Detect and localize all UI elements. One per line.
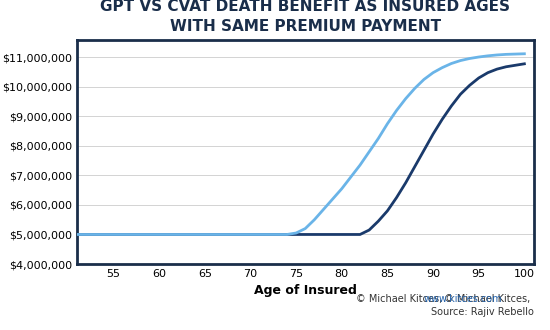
Text: Source: Rajiv Rebello: Source: Rajiv Rebello [431, 307, 534, 317]
X-axis label: Age of Insured: Age of Insured [254, 284, 357, 297]
Title: GPT VS CVAT DEATH BENEFIT AS INSURED AGES
WITH SAME PREMIUM PAYMENT: GPT VS CVAT DEATH BENEFIT AS INSURED AGE… [100, 0, 510, 34]
Text: © Michael Kitces,: © Michael Kitces, [356, 294, 446, 304]
Text: © Michael Kitces,: © Michael Kitces, [444, 294, 534, 304]
Text: www.kitces.com: www.kitces.com [424, 294, 502, 304]
